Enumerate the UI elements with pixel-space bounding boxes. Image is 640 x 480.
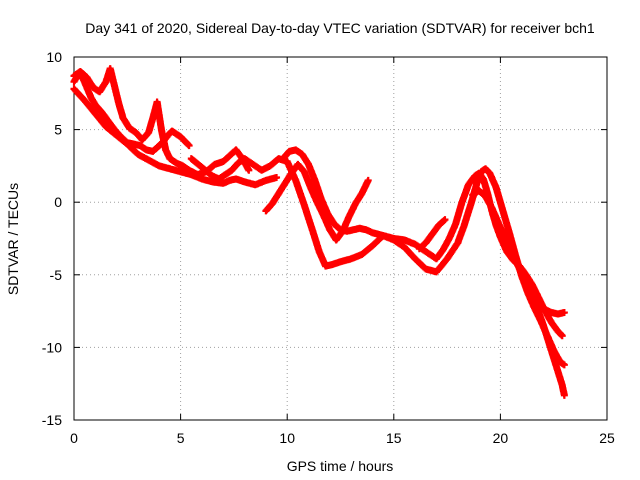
plot-frame xyxy=(73,56,608,421)
data-point xyxy=(560,309,568,317)
data-point xyxy=(441,216,449,224)
data-point xyxy=(273,174,281,182)
x-tick-label: 25 xyxy=(599,430,615,446)
data-point xyxy=(560,361,568,369)
x-tick-label: 0 xyxy=(70,430,78,446)
x-tick-label: 10 xyxy=(279,430,295,446)
y-tick-label: 10 xyxy=(46,49,62,65)
y-tick-label: -5 xyxy=(50,267,63,283)
data-point xyxy=(364,176,372,184)
data-point xyxy=(558,332,566,340)
x-axis-label: GPS time / hours xyxy=(287,458,394,474)
series-track-3 xyxy=(70,85,281,189)
y-tick-label: 0 xyxy=(54,194,62,210)
data-points xyxy=(70,65,568,399)
data-point xyxy=(185,142,193,150)
series-track-7 xyxy=(415,216,449,253)
series-track-2 xyxy=(70,65,253,179)
x-tick-label: 5 xyxy=(177,430,185,446)
y-tick-label: -15 xyxy=(42,412,62,428)
chart-title: Day 341 of 2020, Sidereal Day-to-day VTE… xyxy=(85,20,595,36)
data-point xyxy=(245,166,253,174)
x-tick-label: 20 xyxy=(493,430,509,446)
series-track-1 xyxy=(70,70,193,155)
x-tick-label: 15 xyxy=(386,430,402,446)
y-tick-label: -10 xyxy=(42,339,62,355)
series-track-8 xyxy=(469,187,568,399)
y-tick-label: 5 xyxy=(54,122,62,138)
axis-ticks: 0 5 10 15 20 25 -15 -10 -5 0 5 10 xyxy=(42,49,615,446)
data-point xyxy=(560,391,568,399)
series-track-9 xyxy=(535,300,568,318)
y-axis-label: SDTVAR / TECUs xyxy=(5,183,21,295)
